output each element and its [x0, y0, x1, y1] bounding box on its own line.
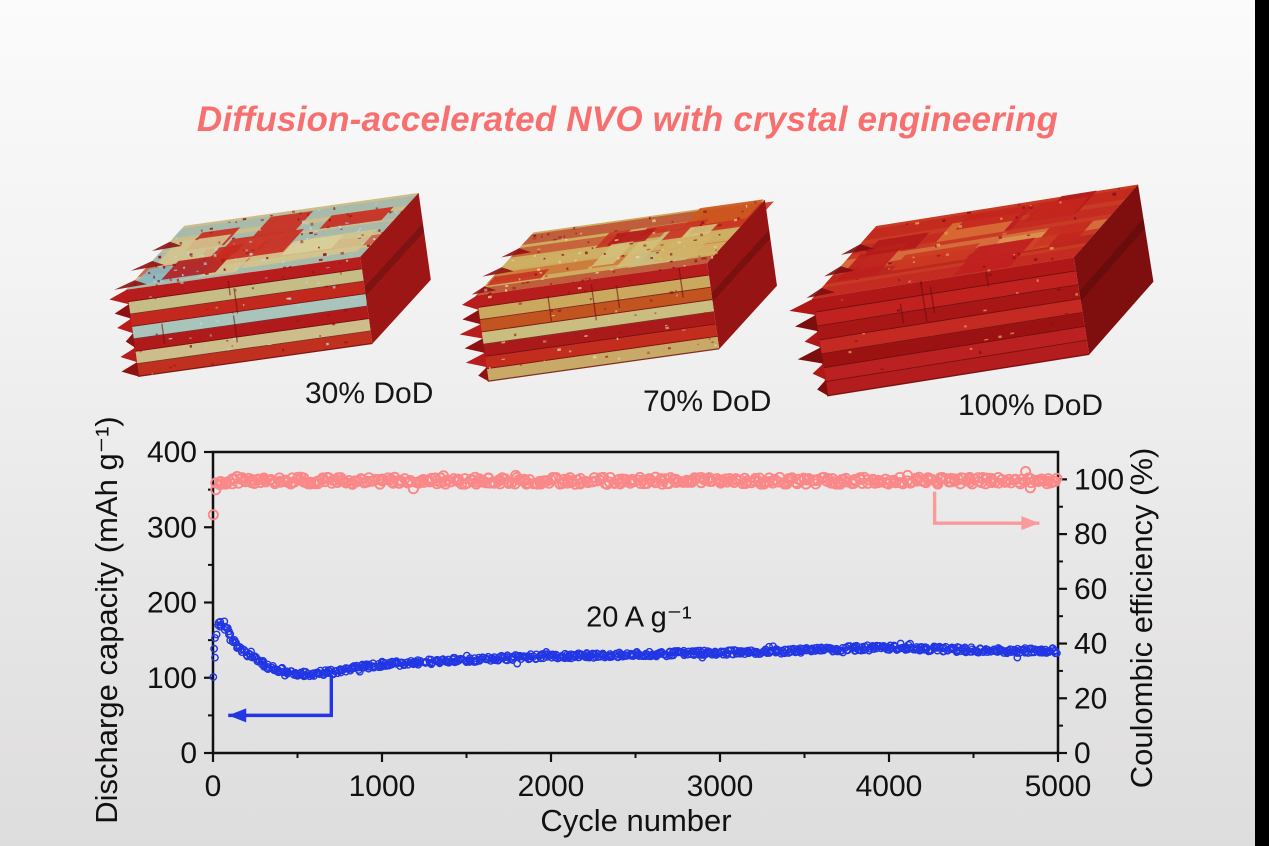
crystal-render-30dod — [100, 156, 452, 404]
crystal-30dod-svg — [109, 192, 431, 378]
x-tick-label: 3000 — [687, 770, 754, 803]
rate-annotation: 20 A g⁻¹ — [586, 602, 692, 634]
axis-pointer-arrow-efficiency — [932, 491, 1040, 531]
right-tick-label: 20 — [1074, 682, 1107, 715]
right-edge-black-bar — [1255, 0, 1269, 846]
axis-pointer-arrow-capacity — [228, 674, 333, 723]
figure-title: Diffusion-accelerated NVO with crystal e… — [196, 100, 1059, 139]
series-discharge-capacity — [209, 617, 1061, 681]
right-axis-label: Coulombic efficiency (%) — [1124, 448, 1159, 789]
left-tick-label: 400 — [147, 436, 197, 469]
crystal-render-100dod — [782, 146, 1178, 424]
x-tick-label: 5000 — [1025, 770, 1092, 803]
right-tick-label: 0 — [1074, 737, 1091, 770]
crystal-100dod-svg — [789, 184, 1154, 397]
crystal-geometry — [459, 199, 777, 382]
left-tick-label: 0 — [180, 737, 197, 770]
crystal-geometry — [789, 184, 1154, 397]
right-tick-label: 60 — [1074, 573, 1107, 606]
x-tick-label: 0 — [205, 770, 222, 803]
crystal-70dod-svg — [459, 199, 777, 382]
left-axis-label: Discharge capacity (mAh g⁻¹) — [89, 416, 124, 823]
right-tick-label: 40 — [1074, 628, 1107, 661]
crystal-label-70dod: 70% DoD — [643, 385, 772, 418]
right-tick-label: 80 — [1074, 518, 1107, 551]
left-tick-label: 300 — [147, 511, 197, 544]
crystal-geometry — [109, 192, 431, 378]
crystal-label-100dod: 100% DoD — [958, 389, 1104, 422]
crystal-render-70dod — [452, 160, 796, 412]
x-tick-label: 4000 — [856, 770, 923, 803]
left-tick-label: 200 — [147, 587, 197, 620]
x-tick-label: 1000 — [349, 770, 416, 803]
x-axis-label: Cycle number — [540, 803, 731, 838]
crystal-label-30dod: 30% DoD — [305, 377, 434, 410]
x-tick-label: 2000 — [518, 770, 585, 803]
right-tick-label: 100 — [1074, 463, 1124, 496]
left-tick-label: 100 — [147, 662, 197, 695]
series-coulombic-efficiency — [207, 465, 1063, 521]
